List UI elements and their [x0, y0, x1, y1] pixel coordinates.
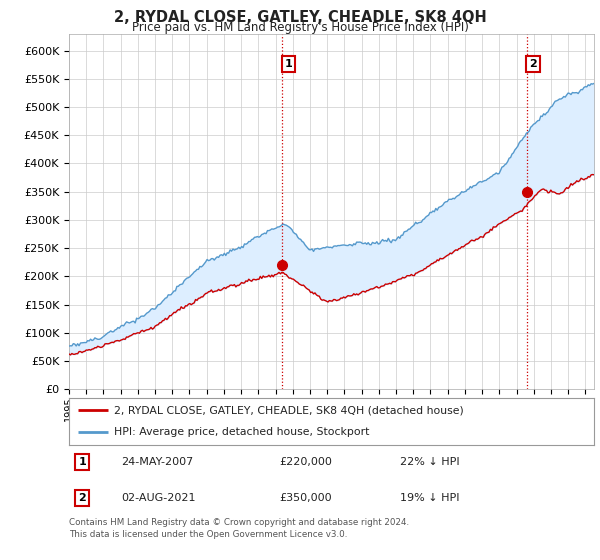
- Text: 2: 2: [78, 493, 86, 503]
- Text: 1: 1: [284, 59, 292, 69]
- Text: 2, RYDAL CLOSE, GATLEY, CHEADLE, SK8 4QH: 2, RYDAL CLOSE, GATLEY, CHEADLE, SK8 4QH: [113, 10, 487, 25]
- Text: HPI: Average price, detached house, Stockport: HPI: Average price, detached house, Stoc…: [113, 427, 369, 437]
- Text: 2, RYDAL CLOSE, GATLEY, CHEADLE, SK8 4QH (detached house): 2, RYDAL CLOSE, GATLEY, CHEADLE, SK8 4QH…: [113, 405, 463, 416]
- Text: 02-AUG-2021: 02-AUG-2021: [121, 493, 196, 503]
- Text: Contains HM Land Registry data © Crown copyright and database right 2024.
This d: Contains HM Land Registry data © Crown c…: [69, 518, 409, 539]
- Text: £220,000: £220,000: [279, 457, 332, 467]
- Text: 24-MAY-2007: 24-MAY-2007: [121, 457, 194, 467]
- Text: 22% ↓ HPI: 22% ↓ HPI: [400, 457, 460, 467]
- Text: 19% ↓ HPI: 19% ↓ HPI: [400, 493, 459, 503]
- Text: Price paid vs. HM Land Registry's House Price Index (HPI): Price paid vs. HM Land Registry's House …: [131, 21, 469, 34]
- Text: £350,000: £350,000: [279, 493, 332, 503]
- Text: 1: 1: [78, 457, 86, 467]
- Text: 2: 2: [529, 59, 537, 69]
